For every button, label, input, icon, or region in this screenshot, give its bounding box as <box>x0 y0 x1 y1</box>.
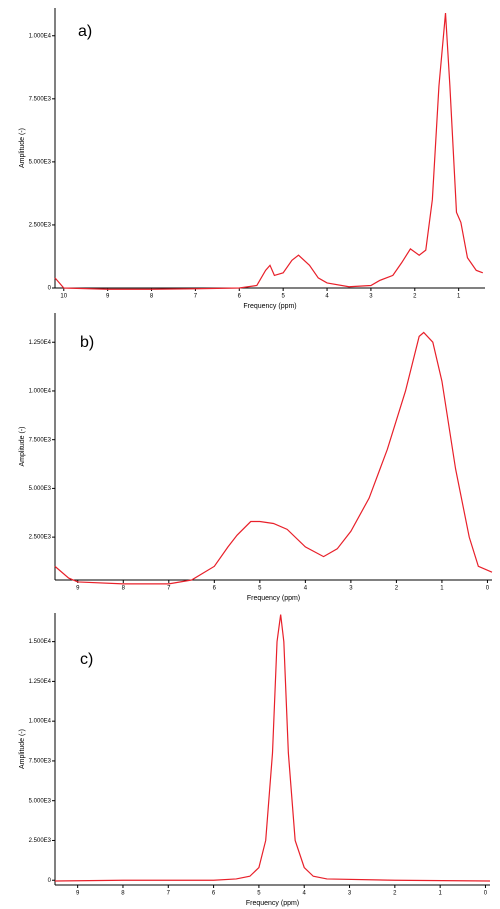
x-tick-label: 10 <box>60 294 67 300</box>
x-tick-label: 6 <box>213 586 217 592</box>
y-tick-label: 0 <box>48 286 52 292</box>
x-tick-label: 2 <box>393 891 397 897</box>
y-tick-label: 7.500E3 <box>29 437 52 443</box>
y-tick-label: 1.500E4 <box>29 639 52 645</box>
panel-label: b) <box>80 334 94 351</box>
x-tick-label: 1 <box>457 294 461 300</box>
y-tick-label: 1.000E4 <box>29 389 52 395</box>
x-tick-label: 8 <box>122 586 126 592</box>
y-tick-label: 1.000E4 <box>29 33 52 39</box>
x-tick-label: 4 <box>304 586 308 592</box>
x-tick-label: 3 <box>348 891 352 897</box>
x-tick-label: 3 <box>349 586 353 592</box>
y-tick-label: 5.000E3 <box>29 159 52 165</box>
x-tick-label: 0 <box>486 586 490 592</box>
x-tick-label: 6 <box>212 891 216 897</box>
x-tick-label: 5 <box>257 891 261 897</box>
x-tick-label: 5 <box>258 586 262 592</box>
x-axis-label: Frequency (ppm) <box>243 303 296 310</box>
x-tick-label: 2 <box>395 586 399 592</box>
y-axis-label: Amplitude (-) <box>19 128 26 168</box>
y-tick-label: 2.500E3 <box>29 838 52 844</box>
y-tick-label: 1.250E4 <box>29 340 52 346</box>
panel-label: a) <box>78 23 92 40</box>
y-axis-label: Amplitude (-) <box>19 729 26 769</box>
x-tick-label: 7 <box>167 586 171 592</box>
y-tick-label: 0 <box>48 878 52 884</box>
spectrum-line <box>54 614 491 882</box>
x-axis-label: Frequency (ppm) <box>246 900 299 907</box>
y-tick-label: 2.500E3 <box>29 535 52 541</box>
x-tick-label: 9 <box>76 891 80 897</box>
y-axis-label: Amplitude (-) <box>19 426 26 466</box>
x-tick-label: 8 <box>150 294 154 300</box>
x-tick-label: 3 <box>369 294 373 300</box>
x-tick-label: 9 <box>76 586 80 592</box>
x-tick-label: 9 <box>106 294 110 300</box>
y-tick-label: 5.000E3 <box>29 798 52 804</box>
x-tick-label: 7 <box>167 891 171 897</box>
x-axis-label: Frequency (ppm) <box>247 595 300 602</box>
x-tick-label: 2 <box>413 294 417 300</box>
x-tick-label: 4 <box>303 891 307 897</box>
y-tick-label: 7.500E3 <box>29 759 52 765</box>
x-tick-label: 0 <box>484 891 488 897</box>
y-tick-label: 7.500E3 <box>29 96 52 102</box>
panel-label: c) <box>80 651 93 668</box>
x-tick-label: 4 <box>325 294 329 300</box>
spectrum-line <box>54 12 484 290</box>
x-tick-label: 1 <box>438 891 442 897</box>
x-tick-label: 6 <box>238 294 242 300</box>
x-tick-label: 8 <box>121 891 125 897</box>
y-tick-label: 1.250E4 <box>29 679 52 685</box>
y-tick-label: 5.000E3 <box>29 486 52 492</box>
spectrum-line <box>54 331 493 585</box>
x-tick-label: 7 <box>194 294 198 300</box>
x-tick-label: 5 <box>281 294 285 300</box>
y-tick-label: 1.000E4 <box>29 719 52 725</box>
x-tick-label: 1 <box>440 586 444 592</box>
y-tick-label: 2.500E3 <box>29 223 52 229</box>
